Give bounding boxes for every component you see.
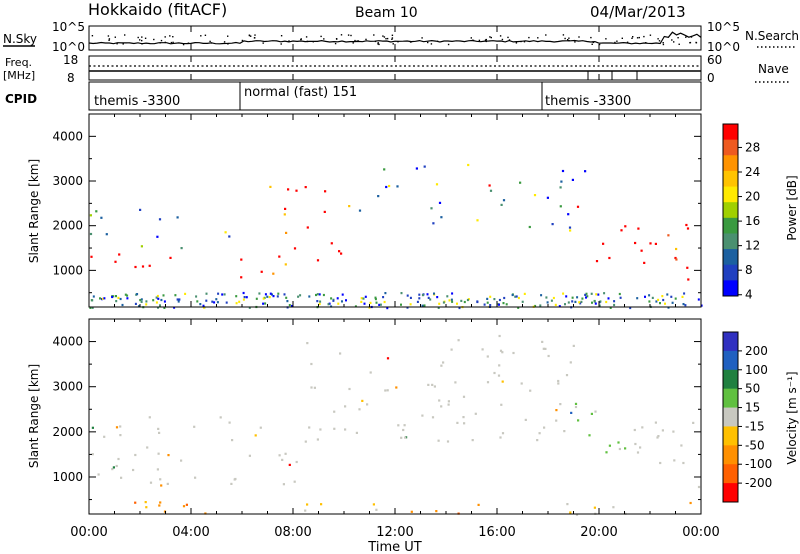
nave-label: Nave bbox=[758, 62, 789, 76]
noise-right-tick-bottom: 10^0 bbox=[707, 40, 740, 54]
colorbar-swatch bbox=[723, 249, 738, 266]
range-tick-label: 3000 bbox=[52, 380, 83, 394]
noise-left-label: N.Sky bbox=[3, 32, 37, 46]
date-title: 04/Mar/2013 bbox=[590, 3, 686, 21]
freq-left-tick-top: 18 bbox=[63, 53, 78, 67]
velocity-colorbar-label: Velocity [m s⁻¹] bbox=[785, 371, 799, 464]
time-tick-label: 04:00 bbox=[172, 525, 209, 540]
power-panel: 4000 3000 2000 1000 Slant Range [km] 28 24 20… bbox=[27, 113, 799, 310]
colorbar-swatch bbox=[723, 426, 738, 446]
colorbar-tick-label: 8 bbox=[745, 263, 753, 277]
freq-label-line1: Freq. bbox=[5, 56, 32, 69]
colorbar-tick-label: 4 bbox=[745, 288, 753, 302]
freq-left-tick-bottom: 8 bbox=[67, 71, 75, 85]
range-tick-label: 2000 bbox=[52, 219, 83, 233]
range-tick-label: 3000 bbox=[52, 174, 83, 188]
colorbar-swatch bbox=[723, 388, 738, 409]
velocity-data bbox=[91, 334, 701, 516]
colorbar-tick-label: 100 bbox=[745, 363, 768, 377]
colorbar-tick-label: -200 bbox=[745, 476, 772, 490]
velocity-panel: 4000 3000 2000 1000 Slant Range [km] 200 100… bbox=[27, 318, 799, 516]
noise-panel: N.Sky 10^5 10^0 10^5 10^0 N.Search bbox=[3, 20, 799, 54]
colorbar-swatch bbox=[723, 407, 738, 427]
colorbar-swatch bbox=[723, 369, 738, 390]
freq-label-line2: [MHz] bbox=[3, 69, 35, 82]
colorbar-tick-label: -100 bbox=[745, 457, 772, 471]
freq-panel: Freq. [MHz] 18 8 60 0 Nave bbox=[3, 53, 790, 85]
time-tick-label: 00:00 bbox=[682, 525, 719, 540]
colorbar-tick-label: 200 bbox=[745, 344, 768, 358]
colorbar-tick-label: 15 bbox=[745, 401, 760, 415]
time-tick-label: 00:00 bbox=[70, 525, 107, 540]
colorbar-tick-label: 16 bbox=[745, 214, 760, 228]
time-tick-label: 08:00 bbox=[274, 525, 311, 540]
colorbar-swatch bbox=[723, 445, 738, 465]
range-tick-label: 4000 bbox=[52, 129, 83, 143]
time-axis-label: Time UT bbox=[367, 540, 421, 554]
power-colorbar-label: Power [dB] bbox=[785, 175, 799, 240]
range-tick-label: 4000 bbox=[52, 335, 83, 349]
beam-title: Beam 10 bbox=[355, 5, 418, 21]
power-colorbar: 28 24 20 16 12 8 4 bbox=[722, 123, 760, 302]
colorbar-tick-label: 12 bbox=[745, 239, 760, 253]
cpid-segment-3: themis -3300 bbox=[545, 94, 631, 109]
colorbar-tick-label: -15 bbox=[745, 419, 765, 433]
colorbar-tick-label: -50 bbox=[745, 438, 765, 452]
power-data bbox=[89, 163, 703, 310]
velocity-colorbar: 200 100 50 15 -15 -50 -100 -200 bbox=[722, 331, 772, 503]
colorbar-tick-label: 24 bbox=[745, 165, 760, 179]
noise-search-dots bbox=[91, 34, 698, 46]
time-tick-label: 12:00 bbox=[376, 525, 413, 540]
colorbar-tick-label: 50 bbox=[745, 382, 760, 396]
colorbar-tick-label: 20 bbox=[745, 190, 760, 204]
colorbar-swatch bbox=[723, 483, 738, 503]
time-tick-label: 16:00 bbox=[478, 525, 515, 540]
power-ylabel: Slant Range [km] bbox=[27, 159, 41, 263]
noise-left-tick-top: 10^5 bbox=[52, 20, 85, 34]
colorbar-swatch bbox=[723, 186, 738, 203]
station-title: Hokkaido (fitACF) bbox=[88, 0, 227, 19]
freq-right-tick-bottom: 0 bbox=[707, 71, 715, 85]
colorbar-swatch bbox=[723, 124, 738, 141]
colorbar-swatch bbox=[723, 264, 738, 281]
colorbar-swatch bbox=[723, 350, 738, 371]
cpid-segment-2: normal (fast) 151 bbox=[244, 85, 357, 100]
range-tick-label: 1000 bbox=[52, 470, 83, 484]
cpid-panel: CPID themis -3300 normal (fast) 151 them… bbox=[5, 81, 702, 111]
time-axis: 00:00 04:00 08:00 12:00 16:00 20:00 00:00 bbox=[70, 26, 720, 540]
colorbar-swatch bbox=[723, 202, 738, 219]
colorbar-swatch bbox=[723, 332, 738, 352]
cpid-label: CPID bbox=[5, 92, 37, 106]
noise-trace bbox=[88, 31, 702, 45]
range-tick-label: 1000 bbox=[52, 263, 83, 277]
freq-right-tick-top: 60 bbox=[707, 53, 722, 67]
colorbar-swatch bbox=[723, 217, 738, 234]
noise-right-label: N.Search bbox=[745, 29, 799, 43]
noise-right-tick-top: 10^5 bbox=[707, 20, 740, 34]
colorbar-swatch bbox=[723, 233, 738, 250]
noise-left-tick-bottom: 10^0 bbox=[52, 40, 85, 54]
colorbar-swatch bbox=[723, 280, 738, 297]
velocity-ylabel: Slant Range [km] bbox=[27, 364, 41, 468]
colorbar-swatch bbox=[723, 464, 738, 484]
colorbar-swatch bbox=[723, 155, 738, 172]
time-tick-label: 20:00 bbox=[580, 525, 617, 540]
range-tick-label: 2000 bbox=[52, 425, 83, 439]
colorbar-tick-label: 28 bbox=[745, 140, 760, 154]
colorbar-swatch bbox=[723, 170, 738, 188]
colorbar-swatch bbox=[723, 139, 738, 156]
cpid-segment-1: themis -3300 bbox=[94, 94, 180, 109]
